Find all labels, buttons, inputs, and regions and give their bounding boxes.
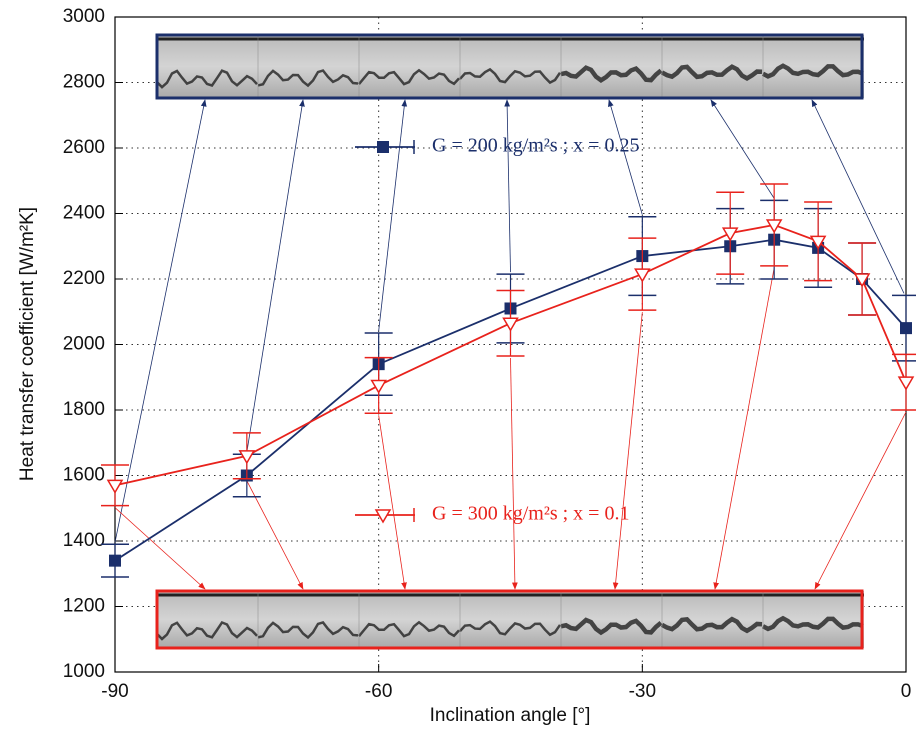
photo: [258, 591, 359, 648]
photo-interface: [459, 67, 562, 85]
y-tick-label: 2800: [63, 72, 105, 93]
arrow: [608, 99, 643, 215]
photo: [359, 35, 460, 98]
y-tick-label: 1600: [63, 465, 105, 486]
photo: [662, 591, 763, 648]
y-tick-label: 2000: [63, 334, 105, 355]
photo: [561, 591, 662, 648]
y-tick-label: 2200: [63, 268, 105, 289]
arrow: [510, 357, 518, 590]
series-line: [114, 224, 907, 487]
marker: [853, 273, 871, 288]
legend-label: G = 200 kg/m²s ; x = 0.25: [432, 135, 639, 157]
marker: [721, 227, 739, 242]
marker: [106, 479, 124, 494]
arrow: [114, 99, 207, 543]
marker: [370, 379, 387, 394]
photo: [359, 591, 460, 648]
photo-interface: [257, 621, 359, 640]
photo: [460, 35, 561, 98]
photo: [157, 35, 258, 98]
arrow: [713, 267, 775, 590]
photo-interface: [660, 616, 763, 634]
photo-frame: [155, 33, 864, 100]
y-tick-label: 2600: [63, 137, 105, 158]
arrow: [114, 507, 206, 590]
photo-interface: [156, 620, 258, 641]
photo-strip: [155, 33, 864, 100]
x-tick-label: 0: [901, 681, 912, 702]
y-tick-label: 1200: [63, 596, 105, 617]
arrow: [811, 99, 905, 294]
photo-interface: [761, 615, 864, 632]
arrow: [504, 99, 511, 273]
photo-interface: [358, 68, 460, 86]
y-tick-label: 2400: [63, 203, 105, 224]
photo-interface: [761, 63, 864, 79]
marker: [765, 219, 783, 234]
marker: [377, 141, 389, 153]
marker: [238, 450, 256, 465]
arrow: [378, 415, 407, 590]
legend-label: G = 300 kg/m²s ; x = 0.1: [432, 503, 629, 525]
marker: [809, 235, 827, 250]
arrow: [710, 99, 775, 199]
photo-interface: [156, 69, 258, 89]
marker: [897, 376, 915, 391]
photo: [258, 35, 359, 98]
marker: [502, 317, 519, 332]
photo-interface: [660, 64, 763, 81]
photo-frame: [155, 589, 864, 650]
arrow: [612, 312, 643, 590]
photo: [460, 591, 561, 648]
photo-interface: [560, 617, 663, 636]
y-tick-label: 1800: [63, 399, 105, 420]
x-tick-label: -60: [365, 681, 392, 702]
photo: [561, 35, 662, 98]
photo-interface: [459, 620, 562, 637]
marker: [109, 554, 121, 567]
marker: [374, 509, 392, 524]
y-tick-label: 1400: [63, 530, 105, 551]
photo-strip: [155, 589, 864, 650]
x-tick-label: -30: [629, 681, 656, 702]
arrow: [814, 411, 907, 590]
arrow: [246, 480, 304, 590]
photo: [662, 35, 763, 98]
y-axis-label: Heat transfer coefficient [W/m²K]: [17, 207, 38, 481]
y-tick-label: 1000: [63, 661, 105, 682]
x-tick-label: -90: [101, 681, 128, 702]
marker: [634, 268, 651, 283]
photo: [157, 591, 258, 648]
y-tick-label: 3000: [63, 6, 105, 27]
photo-interface: [560, 65, 663, 83]
marker: [900, 322, 912, 335]
photo-interface: [257, 69, 359, 88]
x-axis-label: Inclination angle [°]: [430, 705, 591, 726]
arrow: [246, 99, 305, 453]
arrow: [378, 99, 408, 332]
photo-interface: [358, 620, 460, 638]
